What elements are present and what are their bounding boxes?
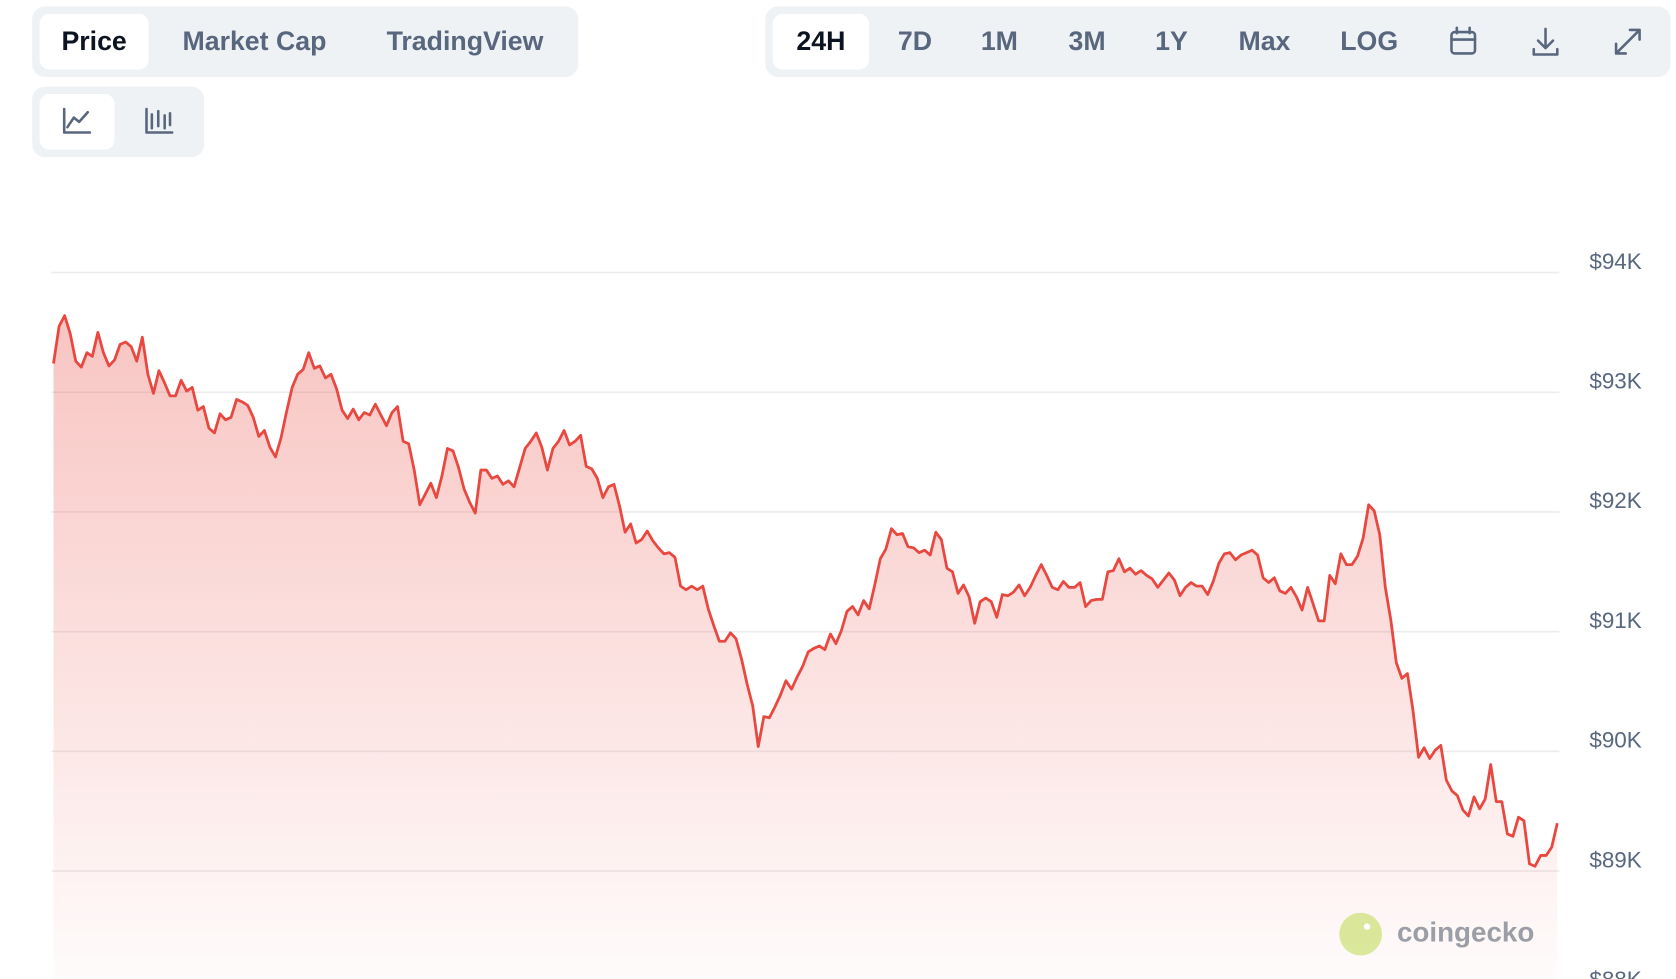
y-tick-label: $91K <box>1589 608 1641 633</box>
y-tick-label: $94K <box>1589 249 1641 274</box>
y-tick-label: $93K <box>1589 369 1641 394</box>
range-button[interactable]: Max <box>1238 26 1290 56</box>
candle-view-icon[interactable] <box>145 107 174 134</box>
price-line <box>52 314 1559 868</box>
range-group <box>765 6 1671 77</box>
calendar-icon[interactable] <box>1450 26 1477 55</box>
watermark-logo-eye <box>1363 923 1371 930</box>
plot <box>52 314 1559 979</box>
y-tick-label: $89K <box>1589 847 1641 872</box>
fullscreen-icon[interactable] <box>1614 28 1641 55</box>
y-tick-label: $92K <box>1589 488 1641 513</box>
watermark-logo <box>1339 912 1383 956</box>
line-view-icon[interactable] <box>62 107 92 134</box>
active-button-bg <box>772 13 869 70</box>
range-button[interactable]: 1M <box>981 26 1018 56</box>
y-tick-label: $88K <box>1589 967 1641 979</box>
range-button[interactable]: 7D <box>898 26 932 56</box>
tab-group <box>32 6 579 77</box>
area-fill <box>53 315 1558 979</box>
tab-button[interactable]: TradingView <box>387 26 544 56</box>
range-button[interactable]: 24H <box>796 26 845 56</box>
range-button[interactable]: LOG <box>1340 26 1398 56</box>
view-active <box>39 94 115 150</box>
tab-button[interactable]: Market Cap <box>182 26 326 56</box>
y-tick-label: $90K <box>1589 728 1641 753</box>
controls: coingecko Price Market Cap TradingView 24H 7… <box>32 6 1671 956</box>
active-button-bg <box>39 13 149 70</box>
download-icon[interactable] <box>1532 27 1559 56</box>
range-button[interactable]: 1Y <box>1155 26 1188 56</box>
range-button[interactable]: 3M <box>1068 26 1105 56</box>
tab-button[interactable]: Price <box>61 26 126 56</box>
watermark: coingecko <box>1397 916 1534 947</box>
